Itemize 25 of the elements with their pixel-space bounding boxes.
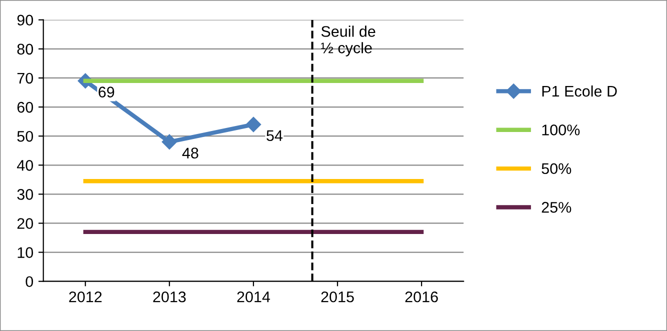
y-tick-label: 10 [18,247,34,258]
data-label: 48 [182,148,198,158]
y-tick-label: 70 [17,72,34,84]
y-tick-label: 60 [17,102,34,113]
legend-label: 50% [542,163,572,174]
x-tick-label: 2015 [321,291,354,302]
x-tick-label: 2016 [405,291,438,302]
y-tick-label: 80 [17,44,34,55]
point [162,134,177,150]
x-tick-label: 2013 [153,291,186,302]
y-tick-label: 30 [17,189,34,200]
legend-label: P1 Ecole D [542,85,617,97]
data-label: 54 [266,130,283,142]
x-tick-label: 2012 [69,291,102,302]
point [246,116,262,132]
y-tick-label: 40 [16,160,34,171]
y-tick-label: 90 [17,14,34,26]
ref-line-label: Seuil de ½ cycle [321,26,376,56]
data-label: 69 [98,86,114,98]
y-tick-label: 0 [26,276,34,288]
legend-label: 100% [542,124,580,136]
y-tick-label: 20 [17,218,34,229]
legend-label: 25% [542,202,572,213]
x-tick-label: 2014 [237,291,270,302]
y-tick-label: 50 [17,130,34,142]
